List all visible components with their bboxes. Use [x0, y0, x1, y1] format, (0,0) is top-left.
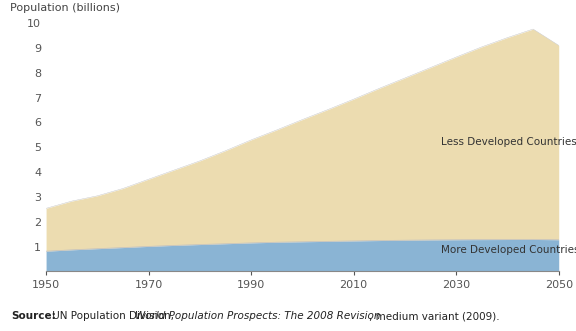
Text: World Population Prospects: The 2008 Revision: World Population Prospects: The 2008 Rev… — [135, 311, 381, 321]
Text: Population (billions): Population (billions) — [10, 3, 120, 13]
Text: UN Population Division,: UN Population Division, — [49, 311, 177, 321]
Text: Source:: Source: — [12, 311, 56, 321]
Text: , medium variant (2009).: , medium variant (2009). — [369, 311, 499, 321]
Text: More Developed Countries: More Developed Countries — [441, 245, 576, 255]
Text: Less Developed Countries: Less Developed Countries — [441, 137, 576, 147]
